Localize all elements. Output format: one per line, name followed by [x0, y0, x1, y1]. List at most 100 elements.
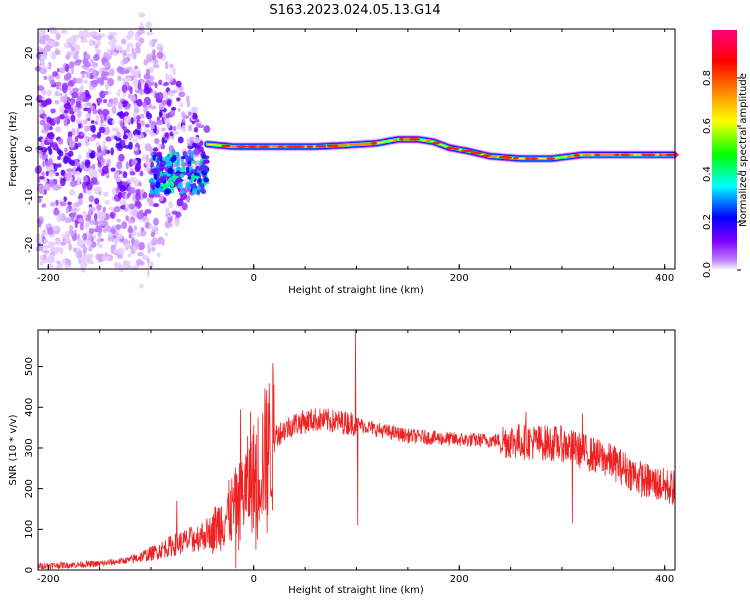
spectrogram-transition-blob: [198, 181, 203, 188]
spectrogram-noise-blob: [110, 147, 114, 156]
spectrogram-transition-blob: [160, 183, 166, 188]
spectrogram-noise-blob: [102, 140, 106, 147]
spectrogram-noise-blob: [161, 127, 167, 132]
spectrogram-transition-blob: [167, 177, 173, 186]
spectrogram-noise-blob: [177, 136, 184, 144]
spectrogram-noise-blob: [143, 73, 151, 80]
spectrogram-noise-blob: [47, 146, 52, 151]
spectrogram-noise-blob: [137, 29, 145, 35]
spectrogram-noise-blob: [115, 143, 122, 149]
spectrogram-noise-blob: [111, 119, 116, 124]
spectrogram-noise-blob: [124, 263, 130, 271]
spectrogram-noise-blob: [99, 90, 106, 99]
spectrogram-noise-blob: [122, 91, 126, 98]
spectrogram-transition-blob: [180, 189, 185, 195]
spectrogram-noise-blob: [64, 217, 72, 224]
spectrogram-noise-blob: [143, 86, 151, 95]
spectrogram-noise-blob: [101, 256, 108, 261]
spectrogram-noise-blob: [140, 227, 145, 232]
spectrogram-noise-blob: [54, 100, 60, 105]
spectrogram-noise-blob: [64, 233, 69, 242]
spectrogram-noise-blob: [82, 246, 88, 254]
spectrogram-noise-blob: [152, 203, 160, 208]
spectrogram-noise-blob: [96, 77, 104, 84]
spectrogram-noise-blob: [48, 263, 54, 270]
spectrogram-peak-cell: [460, 149, 473, 153]
spectrogram-noise-blob: [83, 125, 90, 132]
spectrogram-x-tick-label: 400: [655, 273, 674, 284]
spectrogram-peak-cell: [337, 143, 349, 147]
spectrogram-noise-blob: [52, 226, 59, 231]
spectrogram-noise-blob: [168, 145, 174, 153]
spectrogram-noise-blob: [97, 212, 105, 221]
spectrogram-noise-blob: [50, 51, 57, 60]
spectrogram-noise-blob: [43, 244, 50, 250]
spectrogram-noise-blob: [39, 39, 46, 45]
spectrogram-noise-blob: [66, 168, 74, 173]
spectrogram-peak-cell: [363, 142, 373, 146]
spectrogram-noise-blob: [65, 54, 70, 61]
spectrogram-noise-blob: [165, 208, 169, 215]
spectrogram-noise-blob: [116, 218, 122, 223]
spectrogram-noise-blob: [168, 201, 174, 209]
spectrogram-noise-blob: [103, 61, 111, 69]
spectrogram-noise-blob: [74, 201, 81, 208]
spectrogram-noise-blob: [104, 200, 111, 205]
spectrogram-peak-cell: [403, 138, 412, 141]
spectrogram-noise-blob: [167, 74, 174, 82]
spectrogram-y-tick-label: -10: [24, 189, 35, 205]
spectrogram-noise-blob: [63, 74, 70, 82]
spectrogram-noise-blob: [164, 232, 169, 237]
spectrogram-noise-blob: [39, 68, 47, 74]
spectrogram-x-tick-label: 0: [251, 273, 257, 284]
colorbar-tick-label: 0.4: [702, 166, 713, 182]
spectrogram-noise-blob: [136, 122, 142, 130]
colorbar-label: Normalized spectral amplitude: [738, 73, 749, 227]
snr-x-tick-label: -200: [37, 574, 60, 585]
spectrogram-noise-blob: [76, 127, 80, 136]
spectrogram-noise-blob: [181, 118, 186, 124]
spectrogram-transition-blob: [191, 173, 196, 182]
spectrogram-noise-blob: [131, 139, 139, 143]
spectrogram-noise-blob: [103, 148, 107, 156]
spectrogram-noise-blob: [102, 206, 107, 213]
spectrogram-noise-blob: [175, 211, 182, 218]
spectrogram-noise-blob: [136, 210, 144, 220]
spectrogram-noise-blob: [76, 59, 83, 64]
spectrogram-noise-blob: [122, 57, 129, 65]
spectrogram-transition-blob: [148, 177, 155, 184]
spectrogram-noise-blob: [52, 184, 59, 191]
spectrogram-noise-blob: [95, 114, 100, 122]
spectrogram-noise-blob: [126, 53, 133, 58]
spectrogram-peak-cell: [306, 145, 314, 149]
spectrogram-noise-blob: [130, 159, 136, 166]
spectrogram-noise-blob: [55, 32, 61, 41]
spectrogram-noise-blob: [95, 32, 100, 37]
spectrogram-noise-blob: [37, 197, 42, 203]
spectrogram-noise-blob: [49, 201, 57, 207]
spectrogram-noise-blob: [85, 113, 92, 119]
spectrogram-noise-blob: [43, 239, 49, 245]
spectrogram-noise-blob: [56, 148, 62, 154]
spectrogram-noise-blob: [45, 136, 49, 144]
spectrogram-noise-blob: [170, 108, 176, 117]
spectrogram-peak-cell: [453, 147, 460, 151]
spectrogram-noise-blob: [153, 217, 159, 226]
spectrogram-y-axis-label: Frequency (Hz): [8, 111, 19, 187]
spectrogram-noise-blob: [142, 191, 148, 199]
colorbar-tick-label: 0.8: [702, 70, 713, 86]
spectrogram-transition-blob: [154, 173, 158, 180]
spectrogram-noise-blob: [89, 59, 94, 64]
spectrogram-peak-cell: [321, 144, 327, 148]
spectrogram-noise-blob: [121, 84, 128, 93]
spectrogram-noise-blob: [135, 192, 141, 201]
spectrogram-noise-blob: [193, 136, 201, 144]
spectrogram-noise-blob: [103, 191, 109, 197]
spectrogram-noise-blob: [47, 63, 51, 69]
spectrogram-noise-blob: [62, 237, 66, 246]
spectrogram-noise-blob: [50, 108, 56, 114]
spectrogram-noise-blob: [111, 36, 117, 43]
spectrogram-noise-blob: [76, 176, 82, 183]
spectrogram-noise-blob: [68, 159, 76, 165]
spectrogram-noise-blob: [76, 102, 81, 108]
